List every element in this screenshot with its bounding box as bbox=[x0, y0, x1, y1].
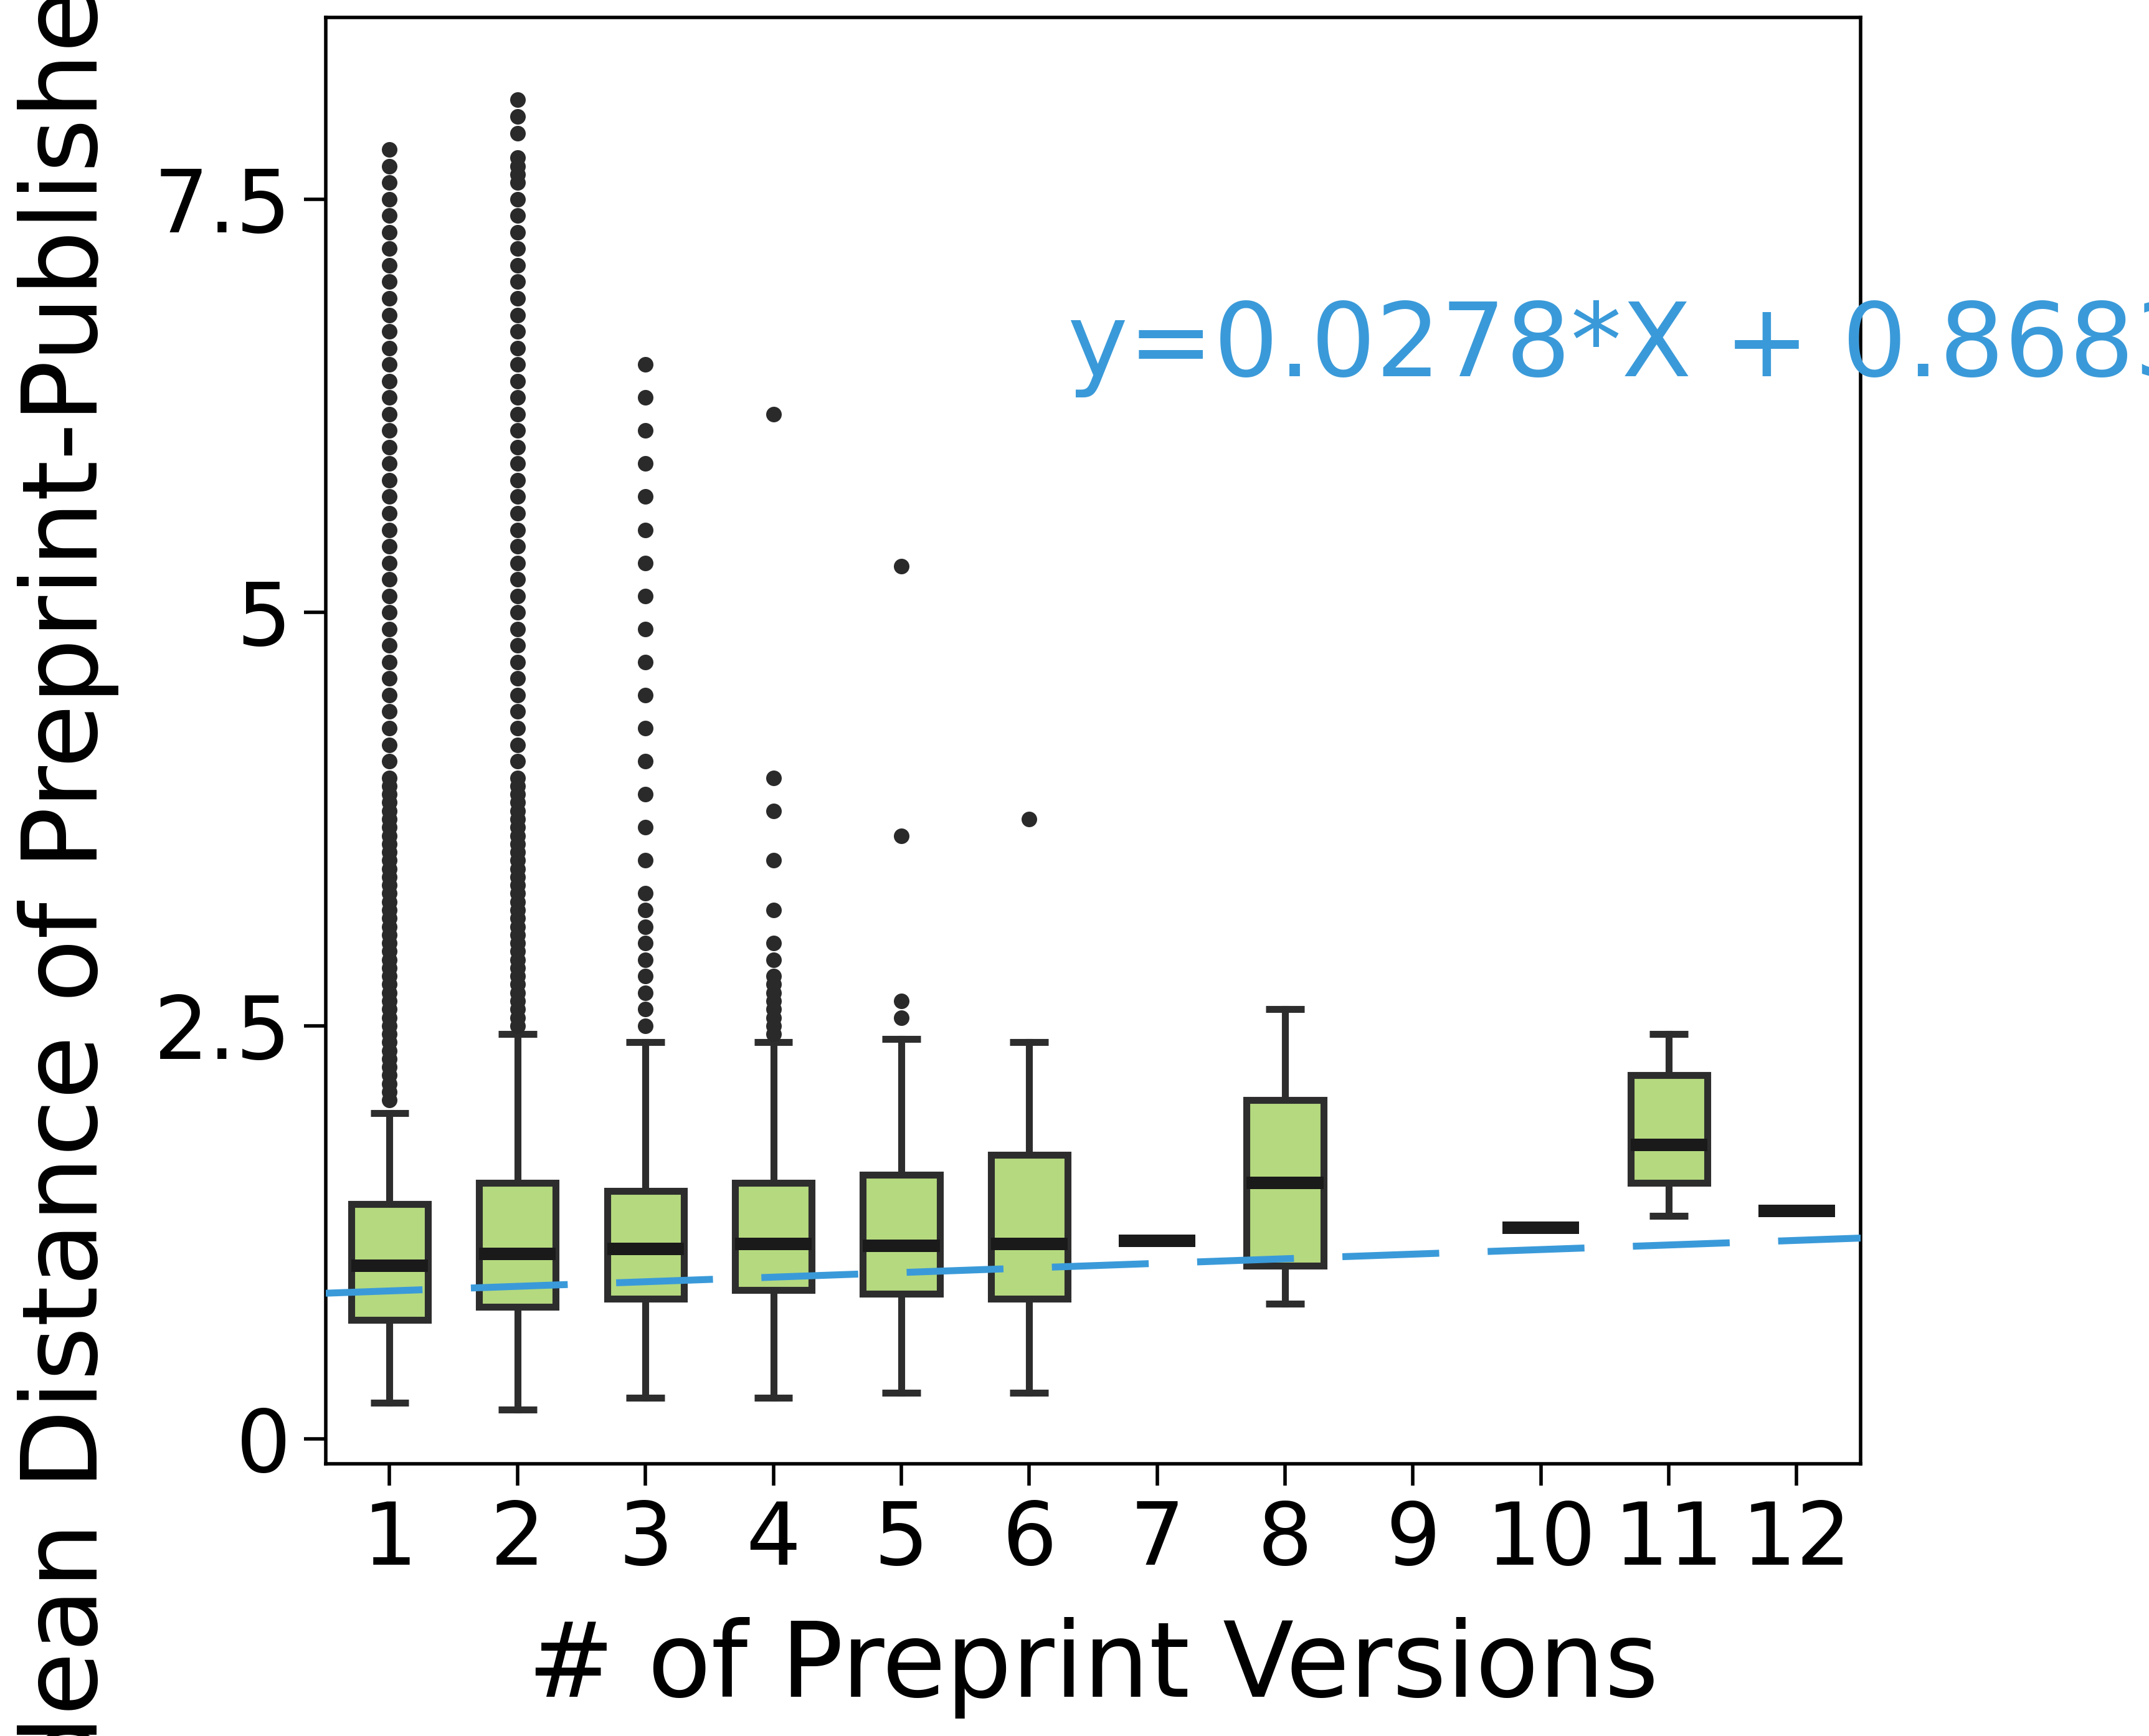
Bar bbox=[606, 1191, 683, 1299]
Bar bbox=[1631, 1075, 1706, 1182]
Bar bbox=[1246, 1101, 1324, 1266]
Bar bbox=[991, 1154, 1068, 1299]
Bar bbox=[735, 1182, 812, 1290]
Y-axis label: Euclidean Distance of Preprint-Published Versions: Euclidean Distance of Preprint-Published… bbox=[17, 0, 118, 1736]
X-axis label: # of Preprint Versions: # of Preprint Versions bbox=[529, 1618, 1659, 1719]
Text: y=0.0278*X + 0.8683: y=0.0278*X + 0.8683 bbox=[1068, 299, 2149, 398]
Bar bbox=[479, 1182, 557, 1307]
Bar bbox=[350, 1205, 428, 1319]
Bar bbox=[864, 1175, 939, 1293]
